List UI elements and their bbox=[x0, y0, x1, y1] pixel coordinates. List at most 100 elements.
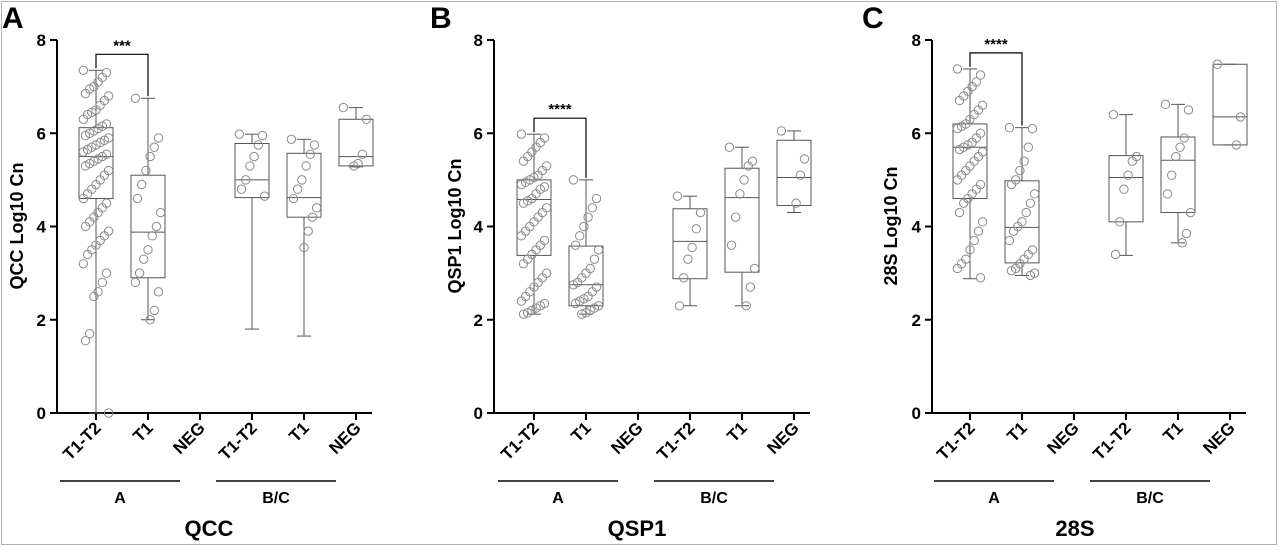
data-point bbox=[795, 170, 805, 180]
data-point bbox=[687, 242, 697, 253]
data-point bbox=[959, 198, 969, 208]
y-tick-label: 2 bbox=[912, 311, 921, 330]
x-tick-label: T1-T2 bbox=[215, 418, 260, 463]
data-point bbox=[143, 245, 153, 255]
data-point bbox=[153, 287, 164, 297]
data-point bbox=[80, 161, 91, 171]
y-tick-label: 2 bbox=[474, 311, 483, 330]
x-tick-label: T1 bbox=[129, 418, 156, 445]
data-point bbox=[103, 408, 114, 418]
x-tick-label: NEG bbox=[763, 418, 802, 457]
y-tick-label: 4 bbox=[912, 218, 922, 237]
group-label: B/C bbox=[1136, 490, 1164, 507]
box-t1-t2-a bbox=[952, 64, 988, 283]
data-point bbox=[85, 329, 95, 339]
y-tick-label: 0 bbox=[474, 404, 483, 423]
box-t1-bc bbox=[1160, 99, 1196, 248]
data-point bbox=[1019, 156, 1029, 166]
data-point bbox=[299, 242, 309, 253]
y-tick-label: 0 bbox=[912, 404, 921, 423]
data-point bbox=[726, 240, 737, 250]
y-axis-label: QCC Log10 Cn bbox=[7, 162, 27, 289]
data-point bbox=[516, 179, 527, 190]
box-iqr bbox=[1160, 136, 1196, 214]
data-point bbox=[149, 305, 160, 316]
y-tick-label: 4 bbox=[474, 218, 484, 237]
data-point bbox=[1006, 179, 1017, 190]
data-point bbox=[139, 254, 149, 264]
data-point bbox=[952, 175, 963, 185]
data-point bbox=[78, 147, 89, 157]
data-point bbox=[1127, 156, 1138, 166]
box-iqr bbox=[672, 208, 708, 280]
group-label: A bbox=[552, 490, 564, 507]
data-point bbox=[1006, 266, 1017, 276]
data-point bbox=[1004, 235, 1015, 246]
data-point bbox=[523, 308, 533, 318]
data-point bbox=[672, 191, 683, 201]
data-point bbox=[1160, 99, 1171, 110]
x-tick-label: NEG bbox=[1199, 418, 1238, 457]
data-point bbox=[1108, 109, 1119, 120]
data-point bbox=[975, 70, 986, 80]
data-point bbox=[357, 149, 367, 159]
box-iqr bbox=[286, 152, 322, 218]
data-point bbox=[1027, 123, 1038, 134]
box-iqr bbox=[1108, 155, 1144, 223]
significance-label: **** bbox=[984, 36, 1008, 53]
data-point bbox=[791, 198, 801, 208]
data-point bbox=[581, 308, 591, 318]
data-point bbox=[305, 149, 315, 159]
box-neg-bc bbox=[338, 102, 374, 171]
data-point bbox=[78, 193, 89, 204]
data-point bbox=[1023, 142, 1034, 152]
data-point bbox=[151, 221, 162, 232]
data-point bbox=[1115, 217, 1125, 227]
box-t1-bc bbox=[286, 134, 322, 337]
data-point bbox=[137, 179, 147, 190]
data-point bbox=[234, 129, 245, 139]
data-point bbox=[130, 277, 141, 288]
data-point bbox=[80, 88, 91, 99]
data-point bbox=[1025, 198, 1036, 208]
data-point bbox=[147, 231, 157, 241]
data-point bbox=[130, 93, 141, 103]
box-t1-a bbox=[1004, 122, 1040, 281]
box-iqr bbox=[776, 139, 812, 207]
data-point bbox=[249, 151, 259, 162]
data-point bbox=[1004, 122, 1015, 133]
data-point bbox=[1008, 226, 1019, 236]
box-t1-t2-a bbox=[516, 129, 552, 319]
data-point bbox=[1185, 207, 1196, 218]
data-point bbox=[679, 273, 689, 283]
x-tick-label: T1 bbox=[1003, 418, 1030, 445]
group-label: A bbox=[114, 490, 126, 507]
box-iqr bbox=[234, 143, 270, 199]
data-point bbox=[977, 217, 988, 227]
data-point bbox=[89, 291, 99, 302]
data-point bbox=[97, 277, 108, 288]
data-point bbox=[577, 309, 587, 319]
data-point bbox=[309, 140, 320, 150]
data-point bbox=[691, 224, 701, 234]
data-point bbox=[78, 65, 89, 76]
data-point bbox=[303, 226, 313, 236]
data-point bbox=[969, 235, 979, 246]
data-point bbox=[745, 282, 756, 292]
box-neg-bc bbox=[1212, 59, 1248, 150]
data-point bbox=[516, 231, 527, 241]
data-point bbox=[1110, 249, 1121, 260]
significance-label: **** bbox=[548, 101, 572, 118]
x-tick-label: T1-T2 bbox=[653, 418, 698, 463]
box-iqr bbox=[568, 245, 604, 307]
data-point bbox=[361, 114, 372, 124]
data-point bbox=[241, 175, 251, 185]
data-point bbox=[1029, 189, 1040, 199]
data-point bbox=[1167, 170, 1177, 180]
box-iqr bbox=[1004, 180, 1040, 264]
x-tick-label: NEG bbox=[1043, 418, 1082, 457]
data-point bbox=[674, 301, 685, 311]
data-point bbox=[1171, 151, 1181, 162]
